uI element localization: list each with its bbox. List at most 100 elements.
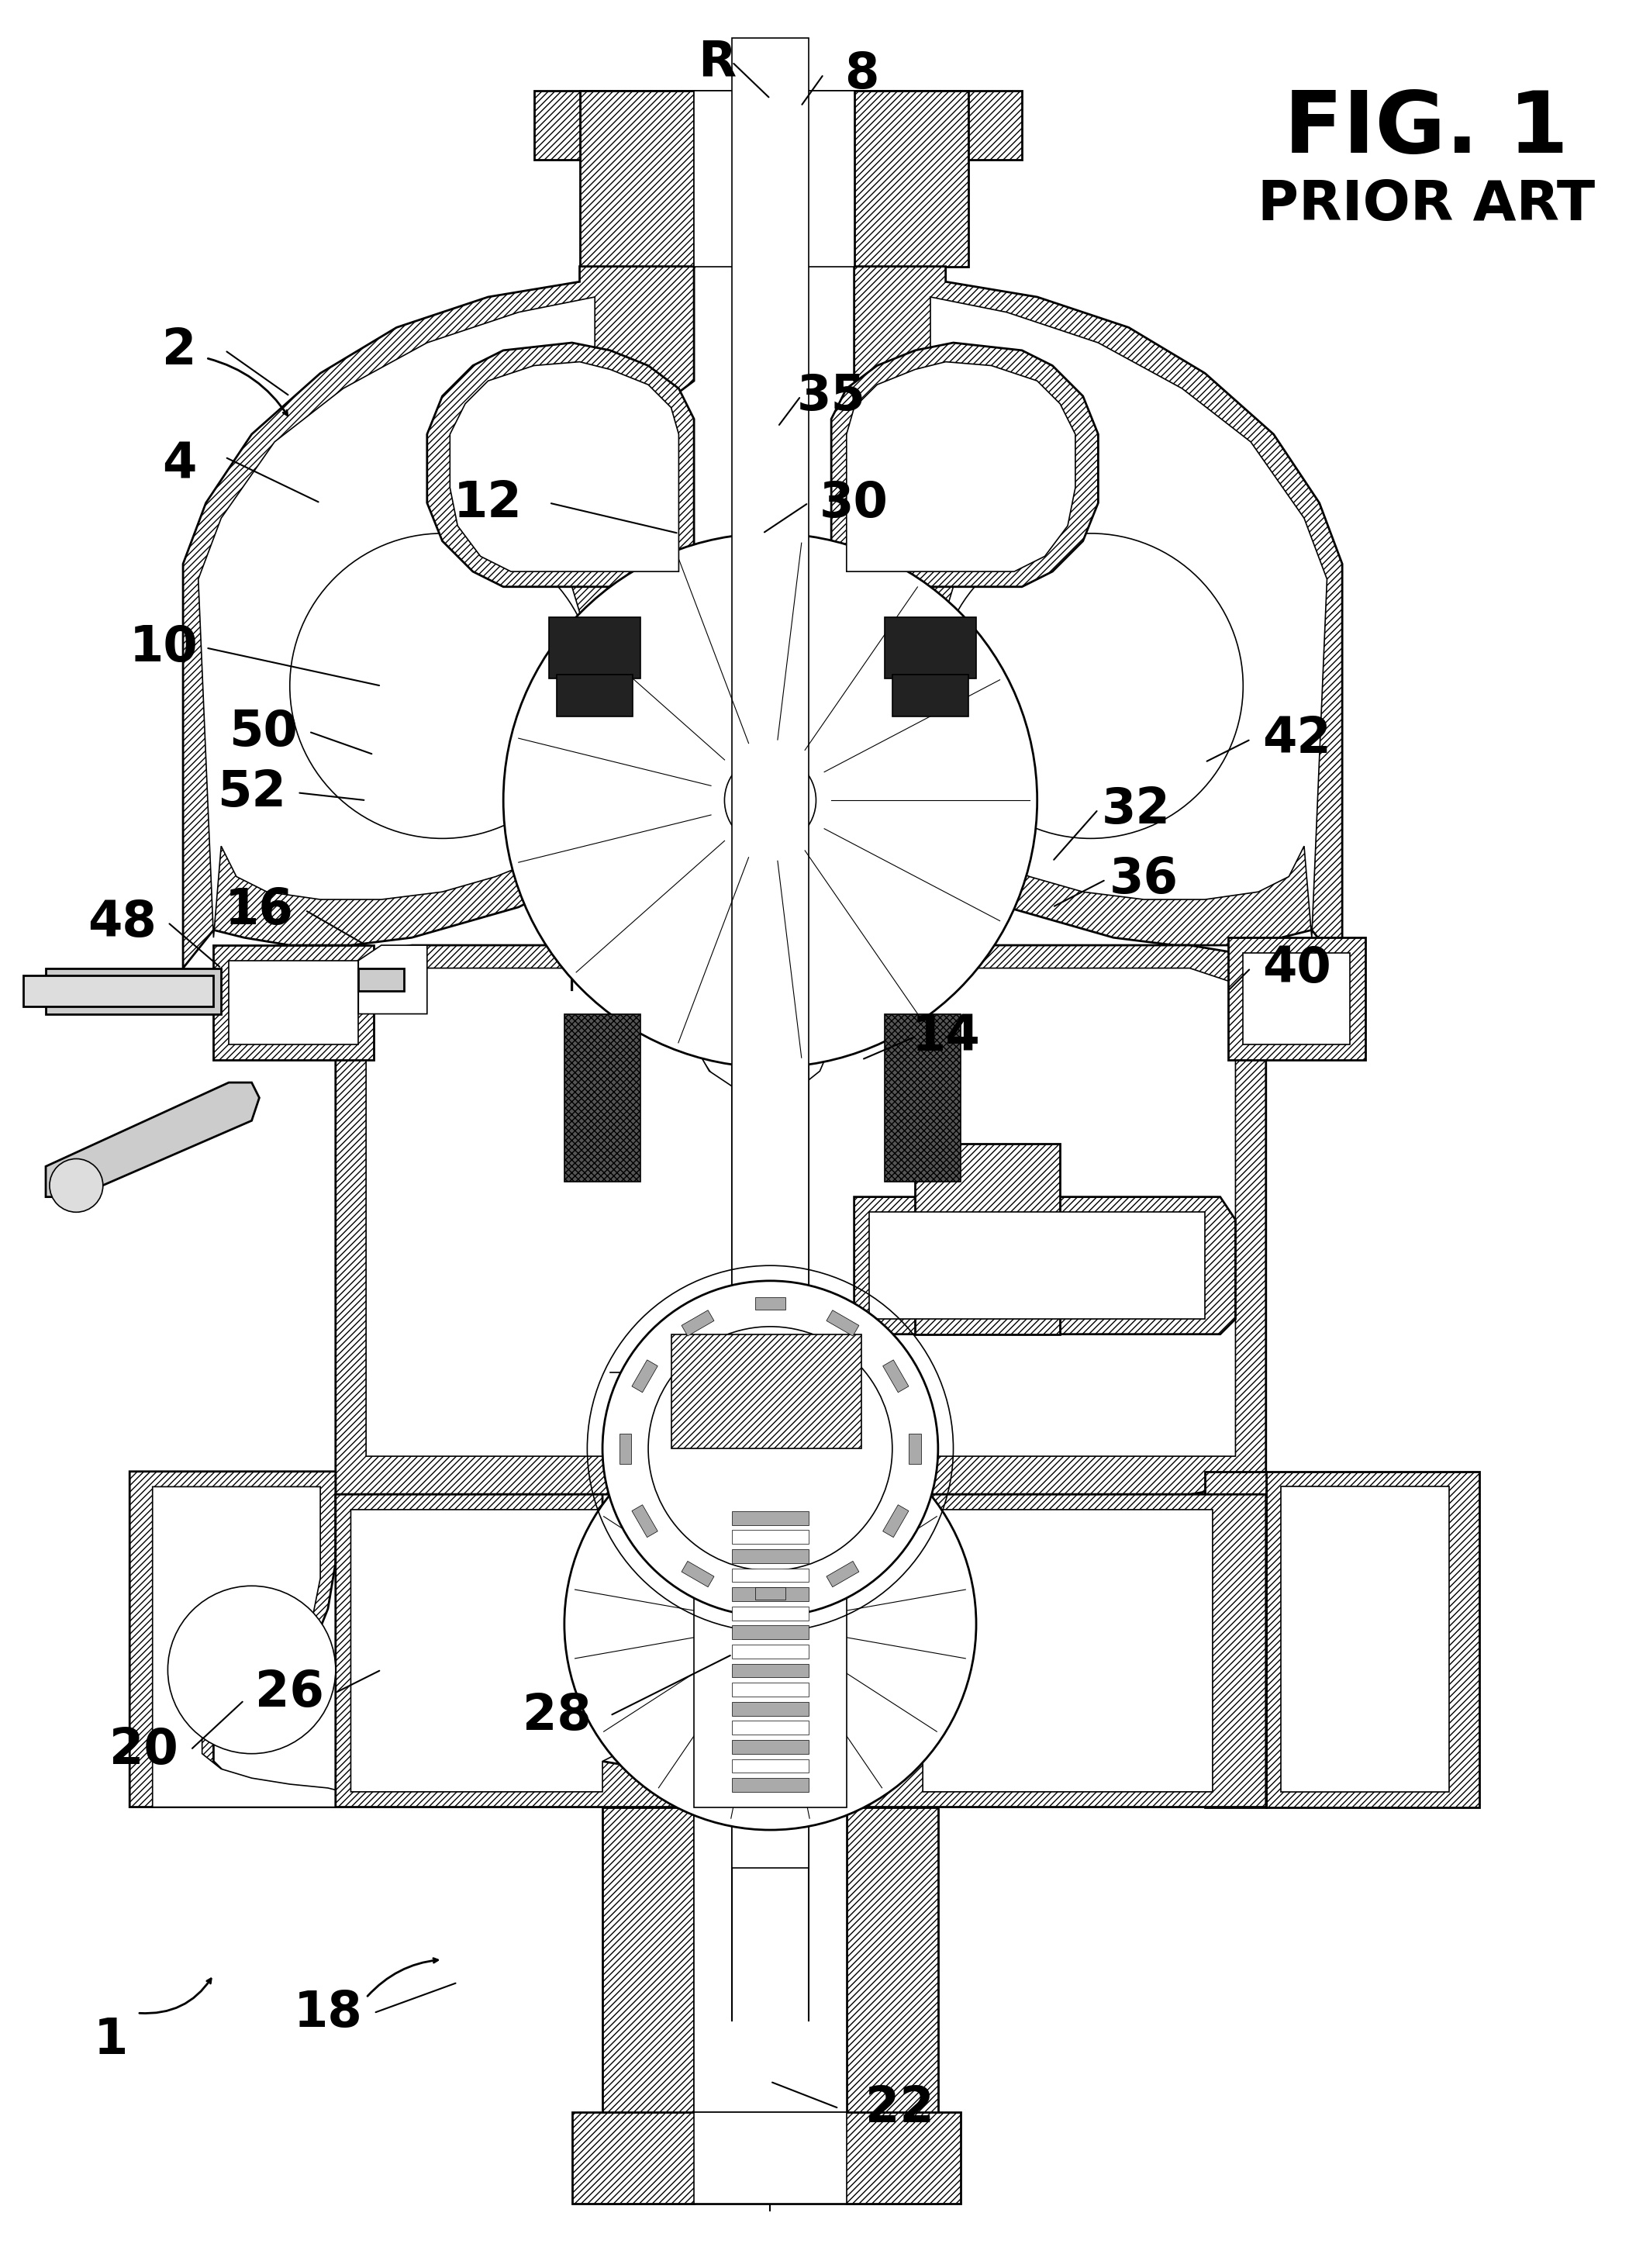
Polygon shape: [731, 1760, 808, 1774]
Text: 42: 42: [1262, 714, 1331, 764]
Polygon shape: [731, 1740, 808, 1753]
Text: 1: 1: [93, 2016, 127, 2064]
Polygon shape: [557, 674, 634, 717]
Text: 14: 14: [911, 1014, 981, 1061]
Polygon shape: [130, 1472, 344, 1808]
Polygon shape: [580, 91, 694, 265]
Circle shape: [564, 1418, 976, 1830]
Polygon shape: [182, 265, 694, 968]
Polygon shape: [580, 91, 969, 145]
Bar: [694, 1501, 847, 1808]
Polygon shape: [564, 1014, 640, 1182]
Polygon shape: [549, 617, 640, 678]
Polygon shape: [731, 1721, 808, 1735]
Polygon shape: [731, 1606, 808, 1619]
Text: 35: 35: [797, 372, 865, 420]
Polygon shape: [731, 1701, 808, 1715]
Polygon shape: [831, 769, 953, 991]
Polygon shape: [885, 1014, 961, 1182]
Text: 30: 30: [819, 479, 888, 526]
Text: PRIOR ART: PRIOR ART: [1258, 179, 1595, 231]
Circle shape: [938, 533, 1243, 839]
Bar: [681, 1311, 714, 1336]
Circle shape: [603, 1281, 938, 1617]
Polygon shape: [731, 1510, 808, 1524]
Polygon shape: [336, 1495, 694, 1808]
Polygon shape: [694, 2112, 847, 2204]
Polygon shape: [731, 1778, 808, 1792]
Polygon shape: [534, 91, 580, 159]
Text: 10: 10: [130, 624, 199, 671]
Polygon shape: [854, 91, 969, 265]
Bar: [681, 1560, 714, 1588]
Polygon shape: [213, 946, 373, 1059]
Polygon shape: [336, 946, 1266, 1495]
Text: 12: 12: [454, 479, 523, 526]
Text: 16: 16: [225, 887, 293, 934]
Polygon shape: [731, 1665, 808, 1678]
Text: 52: 52: [217, 769, 287, 816]
Polygon shape: [731, 1569, 808, 1583]
Polygon shape: [1205, 1472, 1266, 1808]
Polygon shape: [731, 1626, 808, 1640]
Circle shape: [503, 533, 1038, 1068]
Polygon shape: [847, 1495, 1266, 1808]
Polygon shape: [847, 363, 1075, 572]
Polygon shape: [1282, 1488, 1450, 1792]
Polygon shape: [572, 769, 694, 991]
Text: 50: 50: [228, 708, 298, 755]
Polygon shape: [358, 946, 427, 1014]
Bar: [754, 1297, 785, 1311]
Polygon shape: [1228, 937, 1365, 1059]
Circle shape: [168, 1585, 336, 1753]
Polygon shape: [199, 297, 611, 937]
Polygon shape: [915, 297, 1328, 937]
Polygon shape: [893, 674, 969, 717]
Circle shape: [49, 1159, 103, 1211]
Polygon shape: [427, 342, 694, 587]
Polygon shape: [572, 2112, 961, 2204]
Bar: [731, 39, 808, 1869]
Polygon shape: [228, 959, 358, 1043]
Circle shape: [290, 533, 595, 839]
Bar: [619, 1433, 632, 1463]
Text: 18: 18: [293, 1989, 362, 2037]
Polygon shape: [23, 975, 213, 1007]
Polygon shape: [694, 91, 854, 265]
Text: FIG. 1: FIG. 1: [1284, 88, 1569, 170]
Text: 2: 2: [161, 327, 197, 374]
Text: 22: 22: [865, 2084, 935, 2132]
Polygon shape: [907, 1510, 1212, 1792]
Polygon shape: [885, 617, 976, 678]
Polygon shape: [595, 807, 930, 991]
Polygon shape: [694, 1808, 847, 2112]
Polygon shape: [831, 342, 1098, 587]
Polygon shape: [46, 1082, 259, 1198]
Text: 20: 20: [109, 1726, 178, 1774]
Bar: [754, 1588, 785, 1599]
Polygon shape: [847, 1808, 938, 2204]
Polygon shape: [671, 1334, 862, 1449]
Polygon shape: [731, 1683, 808, 1696]
Text: 32: 32: [1101, 785, 1171, 835]
Polygon shape: [731, 1531, 808, 1545]
Circle shape: [648, 1327, 893, 1572]
Bar: [826, 1560, 858, 1588]
Polygon shape: [1266, 1472, 1479, 1808]
Polygon shape: [915, 1143, 1060, 1334]
Polygon shape: [731, 1588, 808, 1601]
Bar: [632, 1361, 658, 1393]
Bar: [909, 1433, 922, 1463]
Text: 4: 4: [161, 440, 197, 490]
Polygon shape: [969, 91, 1021, 159]
Polygon shape: [1243, 953, 1350, 1043]
Text: R: R: [697, 39, 736, 86]
Text: 28: 28: [523, 1692, 591, 1740]
Polygon shape: [870, 1211, 1205, 1320]
Circle shape: [725, 755, 816, 846]
Polygon shape: [450, 363, 679, 572]
Polygon shape: [367, 968, 1235, 1456]
Polygon shape: [46, 968, 222, 1014]
Polygon shape: [731, 1549, 808, 1563]
Bar: [883, 1361, 909, 1393]
